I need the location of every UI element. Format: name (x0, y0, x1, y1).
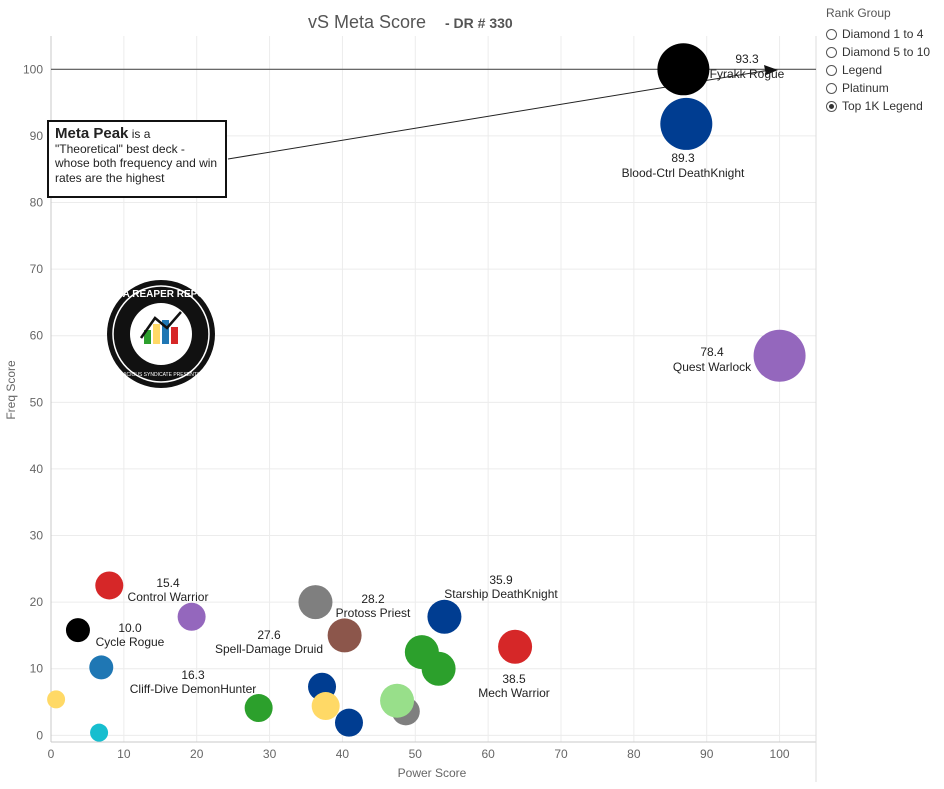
data-point (427, 599, 462, 634)
x-axis-label: Power Score (398, 766, 467, 780)
point-name-label: Mech Warrior (478, 686, 550, 700)
meta-peak-annotation: Meta Peak is a "Theoretical" best deck -… (47, 120, 227, 198)
point-score-label: 28.2 (361, 592, 385, 606)
point-name-label: Fyrakk Rogue (710, 67, 785, 81)
data-point (660, 97, 713, 150)
y-tick-label: 90 (30, 129, 44, 143)
point-name-label: Spell-Damage Druid (215, 642, 323, 656)
x-tick-label: 40 (336, 747, 350, 761)
x-tick-label: 30 (263, 747, 277, 761)
radio-diamond-5-10[interactable]: Diamond 5 to 10 (826, 43, 944, 61)
data-point (90, 723, 109, 742)
y-tick-label: 70 (30, 262, 44, 276)
radio-platinum[interactable]: Platinum (826, 79, 944, 97)
radio-label: Diamond 1 to 4 (842, 27, 924, 41)
radio-icon[interactable] (826, 82, 837, 94)
point-score-label: 10.0 (118, 621, 142, 635)
legend-title: Rank Group (826, 6, 891, 20)
data-point (334, 708, 363, 737)
arrow-head (764, 65, 778, 75)
radio-icon[interactable] (826, 64, 837, 76)
x-tick-label: 100 (770, 747, 790, 761)
data-point (95, 571, 124, 600)
y-axis-label: Freq Score (4, 360, 18, 420)
chart-subtitle: - DR # 330 (445, 15, 513, 31)
y-tick-label: 40 (30, 462, 44, 476)
y-tick-label: 20 (30, 595, 44, 609)
data-point (498, 629, 533, 664)
y-tick-label: 50 (30, 395, 44, 409)
axes: 0 10 20 30 40 50 60 70 80 90 100 0 10 20 30 40 50 60 70 80 9… (23, 36, 817, 782)
point-name-label: Starship DeathKnight (444, 587, 558, 601)
data-point (657, 43, 710, 96)
x-tick-label: 20 (190, 747, 204, 761)
point-name-label: Protoss Priest (336, 606, 411, 620)
point-score-label: 78.4 (700, 345, 724, 359)
radio-label: Top 1K Legend (842, 99, 923, 113)
data-point (380, 683, 415, 718)
radio-label: Legend (842, 63, 883, 77)
y-tick-label: 30 (30, 529, 44, 543)
rank-group-filter: Rank Group Diamond 1 to 4 Diamond 5 to 1… (826, 6, 944, 115)
x-tick-label: 70 (554, 747, 568, 761)
logo-subtext: VICIOUS SYNDICATE PRESENTS (122, 372, 201, 378)
data-point (327, 618, 362, 653)
point-name-label: Control Warrior (128, 590, 209, 604)
radio-icon[interactable] (826, 46, 837, 58)
annotation-bold: Meta Peak (55, 125, 129, 142)
point-score-label: 38.5 (502, 672, 526, 686)
radio-label: Platinum (842, 81, 889, 95)
data-point (298, 585, 333, 620)
y-tick-label: 10 (30, 662, 44, 676)
radio-legend[interactable]: Legend (826, 61, 944, 79)
point-name-label: Cliff-Dive DemonHunter (130, 682, 257, 696)
x-tick-label: 10 (117, 747, 131, 761)
data-point (47, 690, 66, 709)
data-point (421, 651, 456, 686)
x-tick-label: 50 (409, 747, 423, 761)
radio-selected-icon[interactable] (826, 100, 837, 112)
radio-top-1k-legend[interactable]: Top 1K Legend (826, 97, 944, 115)
point-name-label: Quest Warlock (673, 360, 752, 374)
point-name-label: Cycle Rogue (96, 635, 165, 649)
radio-icon[interactable] (826, 28, 837, 40)
point-score-label: 35.9 (489, 573, 513, 587)
y-tick-label: 60 (30, 329, 44, 343)
point-name-label: Blood-Ctrl DeathKnight (622, 166, 745, 180)
point-score-label: 93.3 (735, 52, 759, 66)
y-tick-label: 80 (30, 196, 44, 210)
radio-diamond-1-4[interactable]: Diamond 1 to 4 (826, 25, 944, 43)
y-tick-label: 100 (23, 62, 43, 76)
point-score-label: 16.3 (181, 668, 205, 682)
annotation-text: is a "Theoretical" best deck - whose bot… (55, 127, 218, 185)
x-tick-label: 0 (48, 747, 55, 761)
x-tick-label: 90 (700, 747, 714, 761)
data-point (311, 692, 340, 721)
y-tick-label: 0 (36, 728, 43, 742)
data-point (89, 655, 114, 680)
logo-text: DATA REAPER REPORT (104, 289, 219, 300)
point-score-label: 27.6 (257, 628, 281, 642)
data-point (177, 602, 206, 631)
data-points (47, 43, 806, 742)
data-point (753, 329, 806, 382)
data-point (65, 618, 90, 643)
x-tick-label: 60 (481, 747, 495, 761)
point-score-label: 89.3 (671, 151, 695, 165)
radio-label: Diamond 5 to 10 (842, 45, 931, 59)
data-reaper-logo: DATA REAPER REPORT VICIOUS SYNDICATE PRE… (104, 280, 219, 388)
chart-title: vS Meta Score (308, 12, 426, 32)
point-score-label: 15.4 (156, 576, 180, 590)
x-tick-label: 80 (627, 747, 641, 761)
data-point (244, 694, 273, 723)
